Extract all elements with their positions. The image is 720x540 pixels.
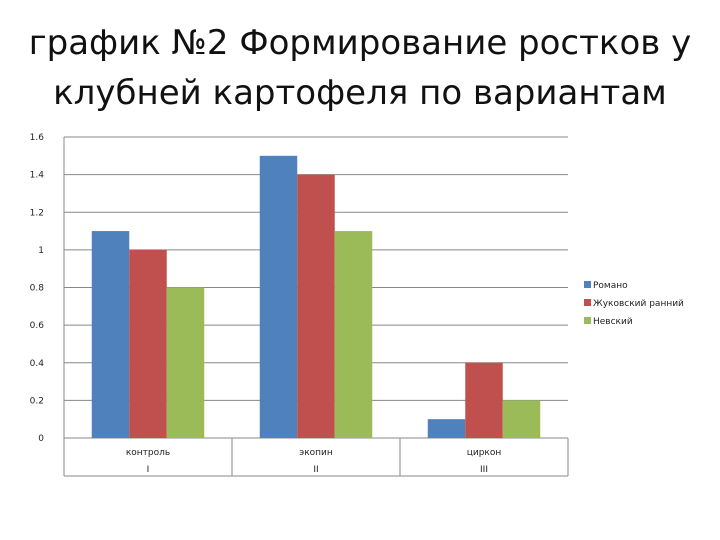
y-tick-label: 1: [38, 246, 44, 256]
x-group-label: III: [480, 465, 488, 475]
bar-1-3: [427, 419, 466, 438]
bar-3-3: [502, 400, 541, 438]
x-category-label: контроль: [126, 448, 170, 458]
bar-2-1: [129, 249, 167, 438]
bar-1-1: [91, 231, 130, 438]
legend-label: Жуковский ранний: [593, 299, 684, 309]
bar-1-2: [259, 155, 298, 438]
bar-3-2: [334, 231, 373, 438]
legend-label: Невский: [593, 317, 633, 327]
legend-swatch: [584, 317, 591, 324]
y-tick-label: 0.2: [30, 396, 44, 406]
bar-3-1: [166, 287, 205, 438]
legend-swatch: [584, 281, 591, 288]
x-group-label: I: [147, 465, 150, 475]
x-group-label: II: [313, 465, 318, 475]
y-tick-label: 1.2: [30, 208, 44, 218]
y-tick-label: 1.6: [30, 133, 45, 143]
y-tick-label: 0.6: [30, 321, 45, 331]
x-category-label: циркон: [467, 448, 502, 458]
y-tick-label: 0.8: [30, 284, 45, 294]
y-tick-label: 0.4: [30, 359, 45, 369]
legend-label: Романо: [593, 281, 628, 291]
legend-swatch: [584, 299, 591, 306]
bar-2-3: [465, 362, 503, 438]
y-tick-label: 1.4: [30, 171, 45, 181]
y-tick-label: 0: [38, 434, 44, 444]
chart-title: график №2 Формирование ростков у клубней…: [28, 23, 692, 113]
x-category-label: экопин: [299, 448, 333, 458]
bar-2-2: [297, 174, 335, 438]
